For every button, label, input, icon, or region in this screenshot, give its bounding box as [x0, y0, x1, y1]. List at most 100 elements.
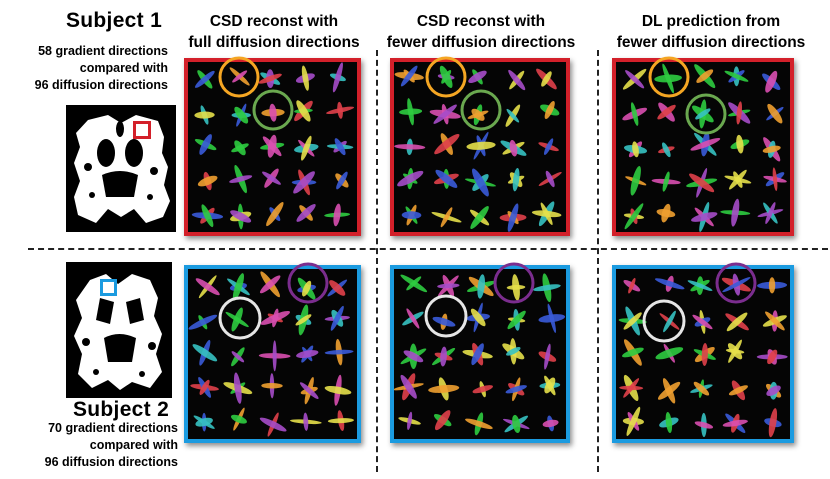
fod-glyph [296, 204, 316, 222]
column-heading-3-line-2: fewer diffusion directions [616, 34, 806, 51]
fod-glyph [465, 412, 493, 436]
fod-glyph [651, 171, 681, 192]
fod-glyph [297, 277, 316, 300]
subject2-note-line-3: 96 diffusion directions [44, 455, 178, 469]
fod-glyph [694, 412, 714, 438]
fod-glyph [499, 203, 527, 232]
fod-glyph [195, 275, 220, 299]
fod-glyph [725, 339, 745, 363]
roi-square-subject1 [133, 121, 151, 139]
fod-glyph [725, 312, 749, 332]
fod-glyph [622, 339, 644, 366]
fod-glyph [329, 62, 346, 93]
fod-glyph [658, 142, 675, 158]
fod-glyph [722, 413, 748, 434]
fod-glyph [394, 373, 424, 401]
fod-glyph [260, 308, 291, 328]
fod-glyph [619, 374, 644, 401]
fod-panel-row2-col1 [184, 265, 361, 443]
fod-glyph [622, 68, 647, 90]
fod-glyph [507, 167, 525, 192]
fod-glyph [327, 410, 354, 432]
column-separator-line-2 [597, 50, 599, 472]
fod-glyph [657, 102, 676, 122]
fod-glyph [428, 377, 460, 401]
fod-glyph [500, 140, 527, 157]
column-heading-1: CSD reconst with full diffusion directio… [176, 11, 372, 53]
fod-glyph [507, 309, 526, 331]
fod-panel-row2-col3 [612, 265, 794, 443]
fod-glyph [192, 339, 218, 366]
fod-glyph [294, 100, 313, 122]
fod-glyph [259, 271, 281, 298]
fod-glyph [262, 168, 281, 188]
fod-glyph [538, 170, 562, 188]
fod-glyph [728, 101, 751, 125]
subject1-note-line-1: 58 gradient directions [38, 44, 168, 58]
fod-glyph [538, 343, 557, 370]
row-separator-line [28, 248, 828, 250]
fod-glyph [655, 343, 684, 363]
fod-glyph [266, 202, 284, 227]
fod-glyph [326, 101, 355, 119]
fod-glyph [531, 201, 562, 227]
fod-glyph [466, 131, 496, 160]
fod-glyph [502, 414, 530, 434]
fod-glyph [654, 275, 685, 292]
fod-glyph [296, 345, 319, 363]
fod-glyph [324, 305, 350, 331]
fod-glyph [394, 65, 424, 87]
fod-glyph [691, 201, 718, 232]
fod-glyph [690, 132, 721, 157]
fod-glyph [258, 340, 291, 372]
fod-glyph [295, 304, 312, 336]
fod-glyph [623, 203, 645, 230]
fod-glyph [324, 203, 351, 227]
fod-glyph [724, 169, 752, 190]
fod-glyph [623, 277, 641, 294]
fod-glyph [462, 342, 493, 366]
fod-glyph [260, 134, 285, 158]
fod-glyph [402, 308, 424, 329]
fod-glyph [756, 349, 788, 365]
fod-glyph [429, 103, 461, 125]
fod-glyph [623, 141, 648, 158]
column-heading-1-line-2: full diffusion directions [188, 34, 360, 51]
fod-glyph [401, 204, 422, 226]
roi-square-subject2 [100, 279, 117, 296]
fod-glyph [230, 407, 247, 431]
fod-glyph [295, 65, 315, 91]
fod-glyph [326, 138, 354, 156]
fod-glyph [659, 411, 679, 434]
fod-glyph [724, 66, 749, 87]
fod-glyph [399, 98, 423, 126]
fod-glyph [191, 204, 224, 228]
fod-glyph [194, 105, 215, 125]
fod-glyph [536, 68, 557, 90]
fod-glyph [261, 103, 285, 122]
fod-glyph [294, 135, 319, 161]
subject2-title: Subject 2 [73, 398, 170, 421]
fod-glyph [690, 379, 713, 398]
fod-glyph [431, 346, 456, 367]
fod-glyph [533, 273, 561, 303]
fod-glyph [505, 377, 527, 402]
fod-glyph [466, 302, 490, 333]
fod-glyph [657, 378, 681, 404]
fod-panel-row1-col1 [184, 58, 361, 236]
fod-glyph [188, 314, 218, 330]
fod-glyph [538, 303, 566, 333]
fod-glyph [622, 102, 648, 126]
fod-glyph [656, 203, 676, 223]
subject1-note-line-2: compared with [79, 61, 168, 75]
fod-glyph [291, 169, 317, 196]
fod-glyph [400, 343, 427, 370]
column-heading-3-line-1: DL prediction from [641, 13, 781, 30]
fod-glyph [757, 277, 788, 294]
fod-glyph [398, 411, 421, 430]
fod-glyph [432, 313, 456, 330]
column-heading-2-line-2: fewer diffusion directions [386, 34, 576, 51]
fod-glyph [757, 202, 784, 225]
fod-panel-row1-col3 [612, 58, 794, 236]
fod-glyph [335, 171, 349, 190]
